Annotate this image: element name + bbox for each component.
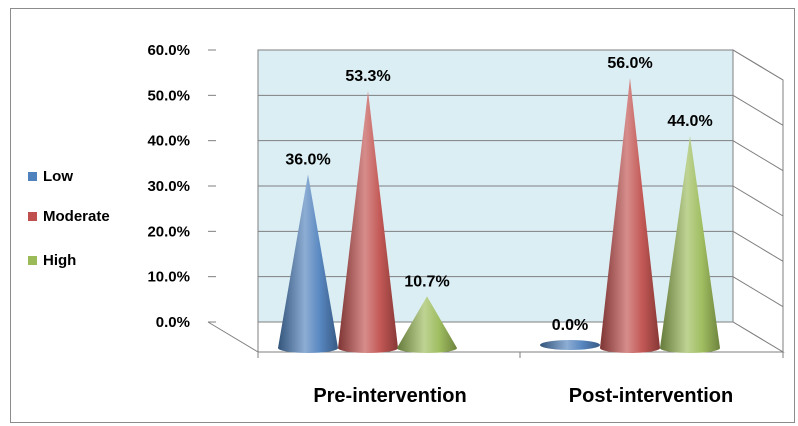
data-label: 0.0% <box>552 317 588 334</box>
floor-left-edge <box>207 321 259 353</box>
y-tick-label: 60.0% <box>147 42 190 59</box>
data-label: 36.0% <box>285 151 330 168</box>
y-tick-label: 50.0% <box>147 87 190 104</box>
side-gridline <box>732 230 784 262</box>
y-tick-label: 20.0% <box>147 223 190 240</box>
legend-label: High <box>43 252 76 269</box>
cone-high-post <box>660 135 720 353</box>
legend-item-moderate: Moderate <box>28 208 110 225</box>
legend-swatch <box>28 212 37 221</box>
data-label: 44.0% <box>667 113 712 130</box>
side-gridline <box>732 185 784 217</box>
y-tick-label: 30.0% <box>147 178 190 195</box>
category-label: Post-intervention <box>569 385 733 407</box>
legend-swatch <box>28 172 37 181</box>
cone-moderate-pre <box>338 90 398 353</box>
cone-moderate-post <box>600 77 660 353</box>
data-label: 56.0% <box>607 55 652 72</box>
y-tick-label: 40.0% <box>147 133 190 150</box>
legend-label: Moderate <box>43 208 110 225</box>
legend-swatch <box>28 256 37 265</box>
data-label: 53.3% <box>345 68 390 85</box>
cone-high-pre <box>397 296 457 353</box>
side-gridline <box>732 140 784 172</box>
legend-label: Low <box>43 168 73 185</box>
data-label: 10.7% <box>404 273 449 290</box>
cone-low-pre <box>278 174 338 353</box>
side-gridline <box>732 94 784 126</box>
legend-item-low: Low <box>28 168 73 185</box>
side-gridline <box>732 49 784 81</box>
cone-low-post <box>540 340 600 350</box>
y-tick-label: 10.0% <box>147 269 190 286</box>
legend-item-high: High <box>28 252 76 269</box>
y-tick-label: 0.0% <box>156 314 190 331</box>
side-gridline <box>732 276 784 308</box>
category-label: Pre-intervention <box>313 385 466 407</box>
